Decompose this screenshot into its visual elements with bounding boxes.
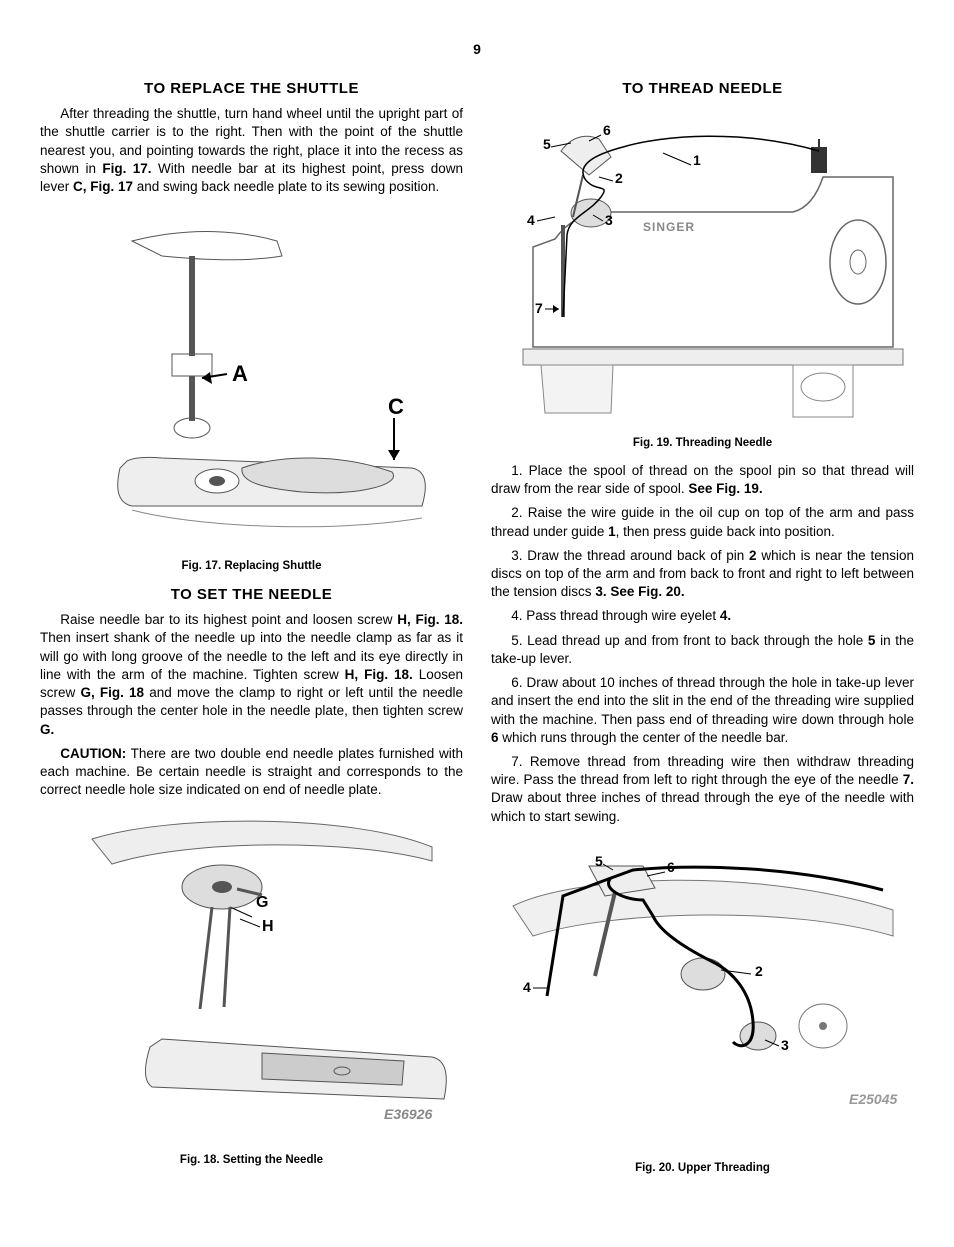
fig20-num-4: 4 — [523, 979, 531, 995]
left-column: TO REPLACE THE SHUTTLE After threading t… — [40, 77, 463, 1187]
ref-num: 2 — [749, 548, 757, 563]
text: Draw about three inches of thread throug… — [491, 790, 914, 823]
text: 5. Lead thread up and from front to back… — [511, 633, 868, 648]
fig19-num-3: 3 — [605, 212, 613, 228]
figure-18-svg: G H E36926 — [52, 809, 452, 1139]
page-number: 9 — [40, 40, 914, 59]
figure-18-label-g: G — [256, 894, 268, 911]
figure-18-caption: Fig. 18. Setting the Needle — [40, 1153, 463, 1169]
figure-19-svg: SINGER 5 6 1 2 3 4 7 — [493, 117, 913, 423]
ref-num: 1 — [608, 524, 616, 539]
heading-thread-needle: TO THREAD NEEDLE — [491, 79, 914, 99]
ref-num: 4. — [720, 608, 731, 623]
figure-17-caption: Fig. 17. Replacing Shuttle — [40, 559, 463, 575]
figure-20: 5 6 4 2 3 E25045 — [491, 836, 914, 1153]
fig-ref: H, Fig. 18. — [397, 612, 463, 627]
figure-20-svg: 5 6 4 2 3 E25045 — [493, 836, 913, 1148]
caution-label: CAUTION: — [60, 746, 126, 761]
fig20-num-6: 6 — [667, 859, 675, 875]
ref-num: 6 — [491, 730, 499, 745]
fig20-num-3: 3 — [781, 1037, 789, 1053]
step-4: 4. Pass thread through wire eyelet 4. — [491, 607, 914, 625]
step-3: 3. Draw the thread around back of pin 2 … — [491, 547, 914, 602]
fig-ref: C, Fig. 17 — [73, 179, 133, 194]
fig-ref: G, Fig. 18 — [80, 685, 144, 700]
text: 7. Remove thread from threading wire the… — [491, 754, 914, 787]
fig-ref: H, Fig. 18. — [345, 667, 413, 682]
text: , then press guide back into position. — [616, 524, 835, 539]
step-2: 2. Raise the wire guide in the oil cup o… — [491, 504, 914, 540]
step-6: 6. Draw about 10 inches of thread throug… — [491, 674, 914, 747]
text: 4. Pass thread through wire eyelet — [511, 608, 720, 623]
two-column-layout: TO REPLACE THE SHUTTLE After threading t… — [40, 77, 914, 1187]
fig19-num-4: 4 — [527, 212, 535, 228]
figure-19-caption: Fig. 19. Threading Needle — [491, 436, 914, 452]
figure-20-caption: Fig. 20. Upper Threading — [491, 1161, 914, 1177]
figure-18-label-h: H — [262, 918, 274, 935]
figure-19: SINGER 5 6 1 2 3 4 7 — [491, 117, 914, 428]
step-1: 1. Place the spool of thread on the spoo… — [491, 462, 914, 498]
figure-17-label-c: C — [388, 394, 404, 419]
paragraph-shuttle: After threading the shuttle, turn hand w… — [40, 105, 463, 196]
text: and swing back needle plate to its sewin… — [133, 179, 439, 194]
fig19-num-2: 2 — [615, 170, 623, 186]
plate-number: E36926 — [384, 1106, 432, 1122]
text: Raise needle bar to its highest point an… — [60, 612, 397, 627]
text: which runs through the center of the nee… — [499, 730, 789, 745]
brand-text: SINGER — [643, 220, 695, 234]
figure-17-svg: A C — [72, 206, 432, 546]
right-column: TO THREAD NEEDLE — [491, 77, 914, 1187]
fig20-num-5: 5 — [595, 853, 603, 869]
plate-number: E25045 — [849, 1091, 897, 1107]
fig20-num-2: 2 — [755, 963, 763, 979]
figure-18: G H E36926 — [40, 809, 463, 1144]
heading-replace-shuttle: TO REPLACE THE SHUTTLE — [40, 79, 463, 99]
ref-num: 7. — [903, 772, 914, 787]
fig19-num-1: 1 — [693, 152, 701, 168]
figure-17: A C — [40, 206, 463, 551]
paragraph-caution: CAUTION: There are two double end needle… — [40, 745, 463, 800]
fig-ref: Fig. 17. — [102, 161, 151, 176]
fig19-num-5: 5 — [543, 136, 551, 152]
fig-ref: G. — [40, 722, 54, 737]
heading-set-needle: TO SET THE NEEDLE — [40, 585, 463, 605]
figure-17-label-a: A — [232, 361, 248, 386]
fig19-num-7: 7 — [535, 300, 543, 316]
paragraph-set-needle: Raise needle bar to its highest point an… — [40, 611, 463, 739]
text: 3. Draw the thread around back of pin — [511, 548, 749, 563]
fig-ref: See Fig. 19. — [688, 481, 762, 496]
step-5: 5. Lead thread up and from front to back… — [491, 632, 914, 668]
text: 6. Draw about 10 inches of thread throug… — [491, 675, 914, 726]
fig-ref: 3. See Fig. 20. — [595, 584, 684, 599]
fig19-num-6: 6 — [603, 122, 611, 138]
step-7: 7. Remove thread from threading wire the… — [491, 753, 914, 826]
